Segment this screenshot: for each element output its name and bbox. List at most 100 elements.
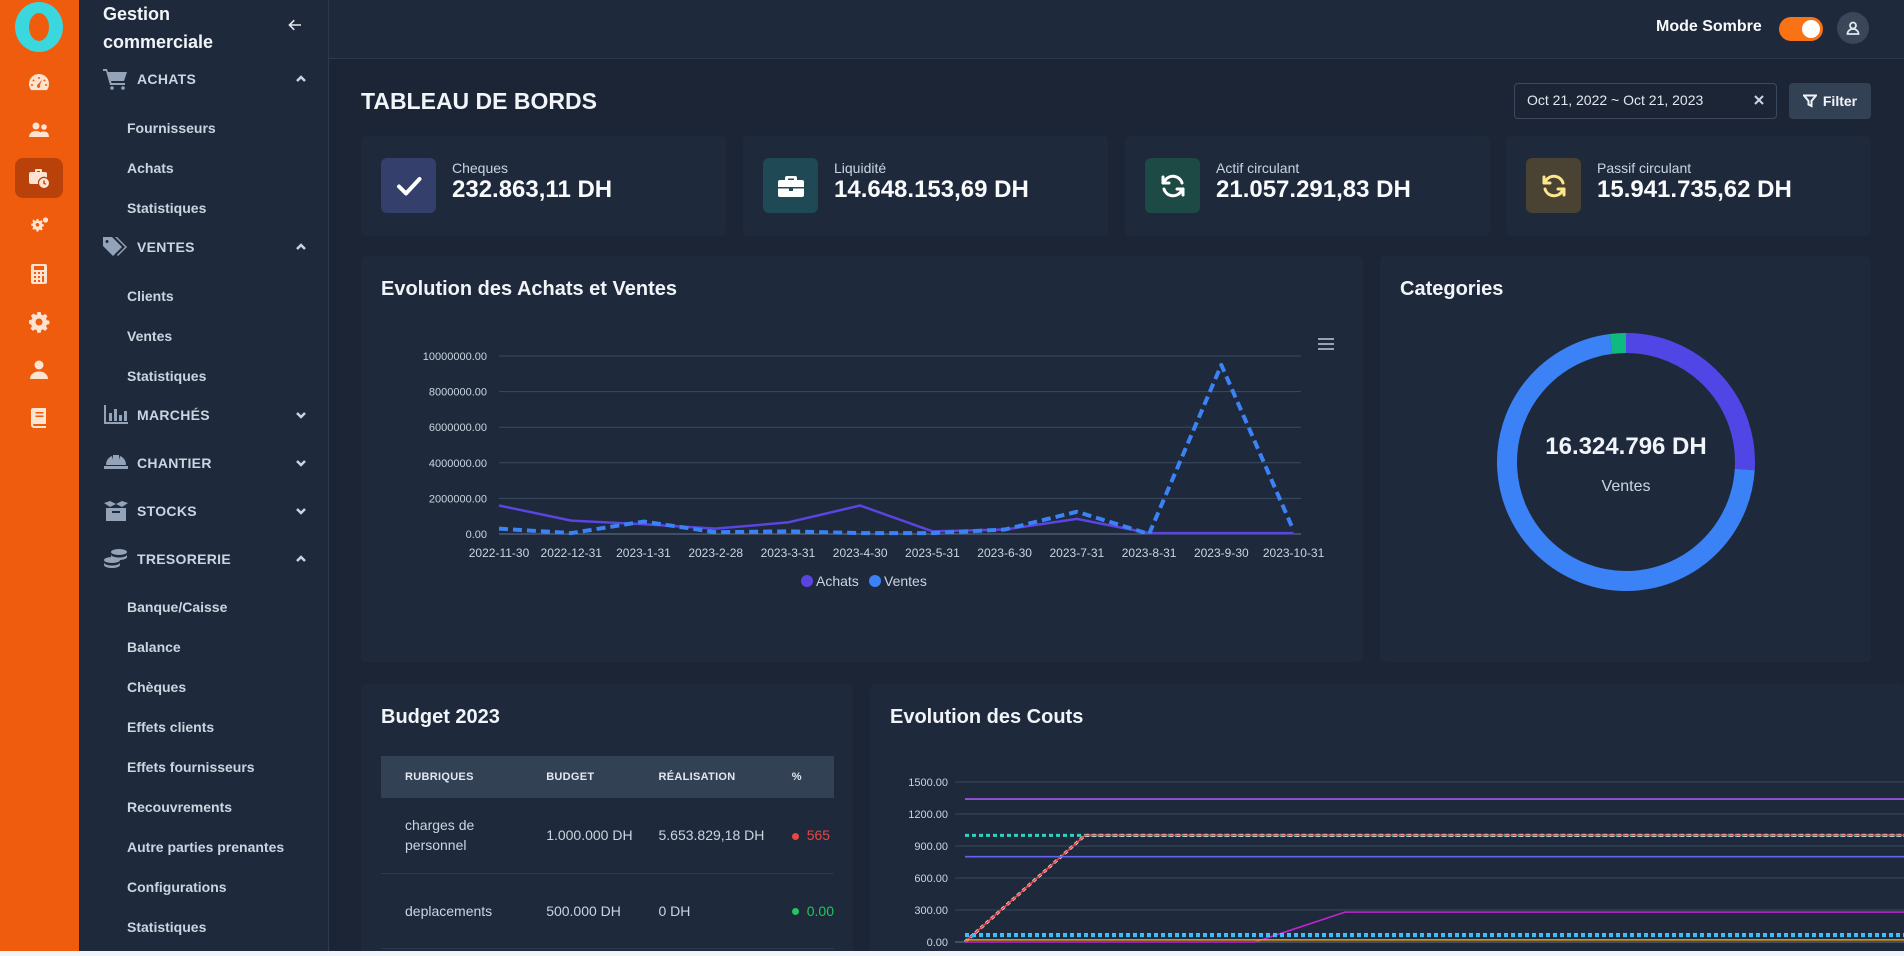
app-logo[interactable] (15, 2, 63, 52)
x-tick-label: 2023-10-31 (1263, 546, 1325, 560)
user-icon[interactable] (15, 350, 63, 390)
avatar[interactable] (1837, 12, 1869, 44)
x-tick-label: 2023-9-30 (1194, 546, 1249, 560)
stat-label: Actif circulant (1216, 160, 1300, 176)
date-range-input[interactable] (1527, 92, 1747, 108)
legend-item-achats[interactable]: Achats (801, 573, 859, 589)
sidebar-item-effets-fournisseurs[interactable]: Effets fournisseurs (127, 759, 255, 775)
users-icon[interactable] (15, 110, 63, 150)
sidebar-item-statistiques-achats[interactable]: Statistiques (127, 200, 207, 216)
sidebar-section-stocks[interactable]: STOCKS (103, 497, 307, 525)
sidebar-item-achats[interactable]: Achats (127, 160, 174, 176)
helmet-icon (104, 455, 128, 469)
percent-value: 565 (806, 827, 831, 844)
y-tick-label: 0.00 (927, 937, 948, 949)
horizontal-scrollbar[interactable] (0, 951, 1904, 956)
page-title: TABLEAU DE BORDS (361, 88, 597, 114)
stat-card-actif-circulant: Actif circulant 21.057.291,83 DH (1125, 136, 1490, 236)
stat-value: 232.863,11 DH (452, 176, 613, 203)
clear-icon[interactable] (1752, 93, 1766, 107)
chart-menu-icon[interactable] (1318, 338, 1334, 350)
sidebar-item-configurations[interactable]: Configurations (127, 879, 227, 895)
y-tick-label: 0.00 (466, 529, 487, 541)
table-row[interactable]: charges de personnel 1.000.000 DH 5.653.… (381, 798, 834, 874)
couts-series-line (964, 834, 1904, 943)
y-tick-label: 1500.00 (908, 777, 948, 789)
sidebar-item-statistiques-ventes[interactable]: Statistiques (127, 368, 207, 384)
categories-chart-card: Categories 16.324.796 DH Ventes (1380, 256, 1871, 662)
y-tick-label: 8000000.00 (429, 387, 487, 399)
sidebar-item-banque-caisse[interactable]: Banque/Caisse (127, 599, 228, 615)
book-icon[interactable] (15, 398, 63, 438)
budget-table: RUBRIQUES BUDGET RÉALISATION % charges d… (381, 756, 834, 949)
y-tick-label: 6000000.00 (429, 422, 487, 434)
donut-center-value: 16.324.796 DH (1545, 433, 1706, 460)
legend-marker (869, 575, 881, 587)
refresh-icon (1145, 158, 1200, 213)
sidebar-item-cheques[interactable]: Chèques (127, 679, 187, 695)
sidebar-section-tresorerie[interactable]: TRESORERIE (103, 545, 307, 573)
legend-marker (801, 575, 813, 587)
sidebar-item-recouvrements[interactable]: Recouvrements (127, 799, 233, 815)
sidebar-item-autre-parties-prenantes[interactable]: Autre parties prenantes (127, 839, 285, 855)
calculator-icon[interactable] (15, 254, 63, 294)
funnel-icon (1802, 94, 1817, 108)
couts-series-line (965, 911, 1904, 943)
sidebar-item-effets-clients[interactable]: Effets clients (127, 719, 215, 735)
legend-label: Achats (816, 573, 859, 589)
filter-button[interactable]: Filter (1789, 83, 1871, 119)
cell-rubrique: charges de personnel (381, 798, 523, 874)
menu-bar (1318, 338, 1334, 340)
x-tick-label: 2023-4-30 (833, 546, 888, 560)
series-line-achats (498, 504, 1294, 535)
sidebar-item-fournisseurs[interactable]: Fournisseurs (127, 120, 216, 136)
table-row[interactable]: deplacements 500.000 DH 0 DH 0.00 (381, 873, 834, 949)
column-header-budget: BUDGET (522, 756, 635, 798)
sidebar: Gestion commerciale ACHATS Fournisseurs … (79, 0, 329, 951)
user-icon (1846, 21, 1860, 35)
coins-icon (104, 549, 127, 568)
y-tick-label: 4000000.00 (429, 458, 487, 470)
chevron-down-icon (296, 508, 306, 515)
sidebar-section-achats[interactable]: ACHATS (103, 65, 307, 93)
gears-icon[interactable] (15, 206, 63, 246)
cell-realisation: 5.653.829,18 DH (634, 798, 768, 874)
stat-label: Passif circulant (1597, 160, 1692, 176)
y-tick-label: 600.00 (914, 873, 948, 885)
sidebar-section-marches[interactable]: MARCHÉS (103, 401, 307, 429)
settings-icon[interactable] (15, 302, 63, 342)
y-tick-label: 900.00 (914, 841, 948, 853)
sidebar-item-balance[interactable]: Balance (127, 639, 181, 655)
y-tick-label: 2000000.00 (429, 493, 487, 505)
dark-mode-toggle[interactable] (1779, 17, 1823, 41)
sidebar-section-label: STOCKS (137, 503, 197, 519)
menu-bar (1318, 348, 1334, 350)
boxes-icon (104, 501, 128, 521)
status-dot (791, 833, 799, 841)
couts-series-line (964, 833, 1904, 944)
legend-item-ventes[interactable]: Ventes (869, 573, 927, 589)
bar-chart-icon (104, 405, 128, 424)
x-tick-label: 2023-5-31 (905, 546, 960, 560)
date-range-picker[interactable] (1514, 83, 1777, 119)
sidebar-item-statistiques-tresorerie[interactable]: Statistiques (127, 919, 207, 935)
chart-title: Evolution des Achats et Ventes (381, 278, 678, 300)
tags-icon (103, 237, 127, 256)
dashboard-icon[interactable] (15, 63, 63, 103)
app-brand: Gestion commerciale (103, 4, 214, 52)
check-icon (381, 158, 436, 213)
collapse-sidebar-icon[interactable] (287, 17, 303, 33)
sidebar-section-chantier[interactable]: CHANTIER (103, 449, 307, 477)
x-tick-label: 2023-3-31 (761, 546, 816, 560)
cell-realisation: 0 DH (634, 873, 768, 949)
sidebar-item-clients[interactable]: Clients (127, 288, 174, 304)
cell-rubrique: deplacements (381, 873, 523, 949)
donut-slice (1625, 333, 1755, 471)
menu-bar (1318, 343, 1334, 345)
sidebar-section-ventes[interactable]: VENTES (103, 233, 307, 261)
couts-chart: 0.00 300.00 600.00 900.00 1200.00 1500.00 (908, 777, 1904, 949)
briefcase-clock-icon[interactable] (15, 158, 63, 198)
column-header-realisation: RÉALISATION (634, 756, 768, 798)
sidebar-item-ventes[interactable]: Ventes (127, 328, 173, 344)
y-tick-label: 10000000.00 (423, 351, 487, 363)
